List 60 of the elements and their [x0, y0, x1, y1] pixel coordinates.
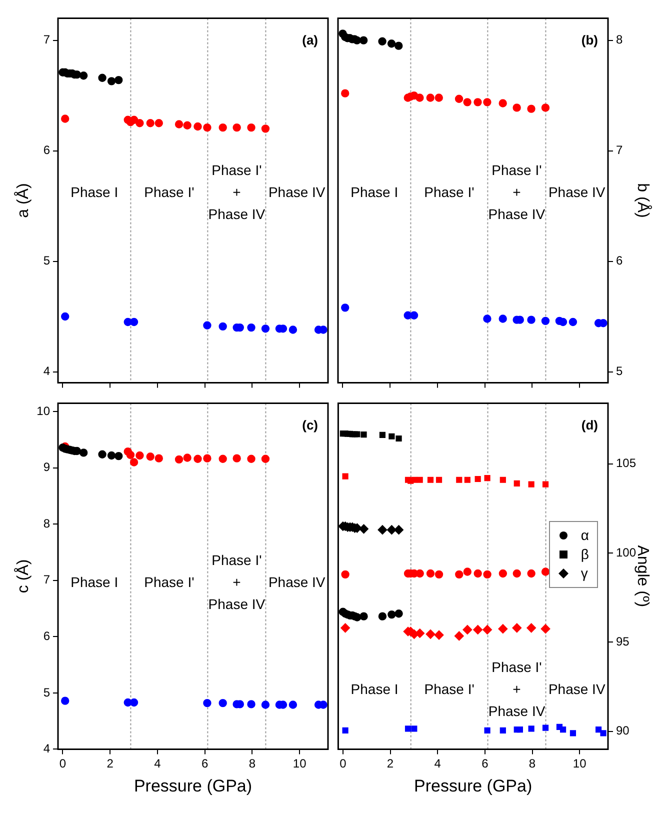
annotation: (a) — [302, 32, 318, 48]
annotation: Phase I' + Phase IV — [488, 659, 546, 720]
annotation: (b) — [581, 32, 598, 48]
y-tick-label: 7 — [43, 32, 50, 47]
y-tick-label: 95 — [616, 634, 630, 648]
annotation: Phase IV — [548, 184, 606, 200]
annotation: Phase I — [70, 184, 118, 200]
annotation: Phase I' — [144, 574, 194, 590]
annotation: (c) — [302, 417, 318, 432]
annotation: Phase I — [350, 681, 398, 698]
y-tick-label: 8 — [616, 32, 623, 47]
y-tick-label: 90 — [616, 724, 630, 738]
x-tick-label: 8 — [248, 756, 256, 771]
annotation: Phase I — [350, 184, 398, 200]
y-tick-label: 6 — [43, 628, 50, 643]
x-tick-label: 2 — [106, 756, 114, 771]
annotation: Phase IV — [268, 574, 326, 590]
y-tick-label: 6 — [43, 143, 50, 158]
y-tick-label: 9 — [43, 460, 50, 474]
x-tick-label: 2 — [386, 756, 394, 771]
y-tick-label: 4 — [43, 742, 50, 756]
x-axis-title: Pressure (GPa) — [134, 776, 252, 796]
y-tick-label: 4 — [43, 364, 50, 378]
y-axis-title: b (Å) — [634, 183, 652, 218]
annotation: (d) — [581, 417, 598, 432]
y-tick-label: 5 — [43, 254, 50, 268]
y-axis-title: a (Å) — [14, 183, 32, 218]
x-tick-label: 10 — [572, 756, 587, 771]
x-tick-label: 8 — [528, 756, 536, 771]
x-tick-label: 6 — [482, 756, 489, 771]
y-tick-label: 5 — [616, 364, 623, 378]
annotation: Phase I' — [424, 681, 474, 698]
y-axis-title: Angle (º) — [634, 545, 651, 608]
y-tick-label: 5 — [43, 685, 50, 700]
annotation: Phase IV — [548, 681, 606, 698]
legend-label: β — [580, 545, 589, 564]
y-tick-label: 7 — [616, 143, 623, 158]
x-tick-label: 0 — [59, 756, 66, 771]
y-tick-label: 10 — [36, 404, 50, 418]
annotation: Phase I' + Phase IV — [208, 552, 266, 612]
annotation: Phase I' — [144, 184, 194, 200]
legend-label: γ — [580, 564, 588, 584]
y-tick-label: 8 — [43, 516, 50, 530]
x-axis-title: Pressure (GPa) — [414, 776, 532, 796]
annotation: Phase I' + Phase IV — [488, 162, 546, 222]
legend-label: α — [580, 526, 589, 546]
annotation: Phase I' — [424, 184, 474, 200]
annotation: Phase IV — [268, 184, 326, 200]
annotation: Phase I — [70, 574, 118, 590]
y-axis-title: c (Å) — [14, 559, 32, 594]
y-tick-label: 105 — [616, 456, 636, 470]
y-tick-label: 100 — [616, 545, 636, 560]
x-tick-label: 10 — [292, 756, 307, 771]
x-tick-label: 0 — [340, 756, 347, 771]
x-tick-label: 4 — [154, 756, 162, 771]
annotation: Phase I' + Phase IV — [208, 162, 266, 222]
y-tick-label: 6 — [616, 254, 623, 268]
y-tick-label: 7 — [43, 572, 50, 587]
x-tick-label: 4 — [434, 756, 442, 771]
x-tick-label: 6 — [202, 756, 208, 771]
